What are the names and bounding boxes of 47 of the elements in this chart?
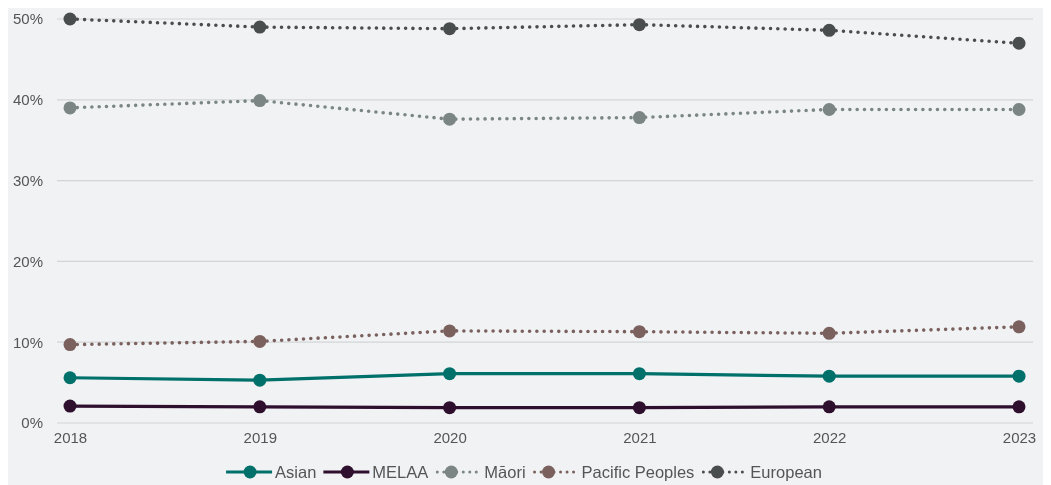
point (63, 12, 77, 26)
point (1012, 369, 1026, 383)
point (632, 367, 646, 381)
point (822, 103, 836, 116)
point (1012, 103, 1026, 116)
point (443, 367, 457, 381)
legend-label: Māori (484, 462, 526, 481)
y-tick-label: 50% (12, 10, 43, 28)
point (253, 400, 267, 414)
point (63, 101, 77, 115)
point (822, 400, 836, 414)
point (822, 369, 836, 383)
y-tick-label: 20% (12, 252, 43, 270)
point (1012, 320, 1026, 334)
point (63, 399, 77, 413)
point (822, 326, 836, 340)
legend-label: Asian (275, 462, 317, 481)
x-tick-label: 2023 (1002, 428, 1037, 446)
point (253, 373, 267, 387)
point (63, 371, 77, 385)
x-tick-label: 2018 (53, 428, 88, 446)
point (443, 112, 457, 126)
x-tick-label: 2020 (433, 428, 467, 446)
point (253, 94, 267, 108)
legend-label: MELAA (372, 462, 429, 481)
point (632, 111, 646, 125)
point (253, 20, 267, 34)
point (632, 401, 646, 415)
point (63, 338, 77, 352)
point (253, 334, 267, 348)
point (1012, 400, 1026, 414)
point (443, 324, 457, 338)
x-tick-label: 2022 (813, 428, 847, 446)
y-tick-label: 30% (12, 171, 43, 189)
point (632, 18, 646, 32)
x-tick-label: 2019 (243, 428, 277, 446)
point (822, 23, 836, 37)
y-tick-label: 10% (12, 333, 43, 351)
legend-label: Pacific Peoples (581, 462, 695, 481)
point (443, 401, 457, 415)
point (1012, 36, 1026, 50)
legend-label: European (750, 462, 822, 481)
y-tick-label: 0% (21, 414, 43, 432)
point (443, 22, 457, 36)
y-tick-label: 40% (12, 91, 43, 109)
point (632, 325, 646, 339)
x-tick-label: 2021 (623, 428, 657, 446)
